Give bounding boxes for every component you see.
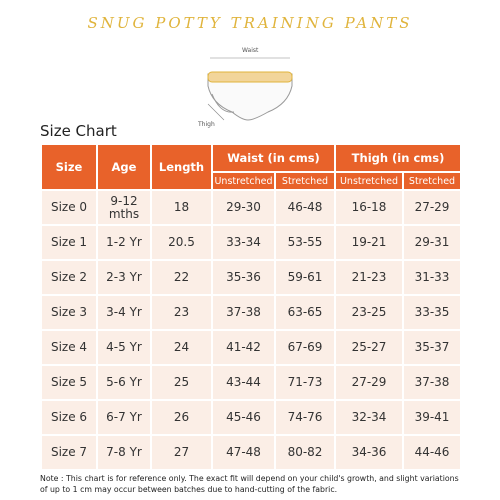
sub-header: Unstretched: [211, 171, 276, 191]
table-row: Size 0 9-12 mths 18 29-30 46-48 16-18 27-29: [40, 189, 462, 226]
column-header: Length: [150, 143, 213, 191]
cell: 37-38: [402, 364, 462, 401]
group-header: Thigh (in cms): [334, 143, 462, 173]
cell: 35-37: [402, 329, 462, 366]
group-header: Waist (in cms): [211, 143, 336, 173]
thigh-line: [207, 103, 225, 121]
table-row: Size 4 4-5 Yr 24 41-42 67-69 25-27 35-37: [40, 329, 462, 366]
sub-header: Unstretched: [334, 171, 404, 191]
size-table: Size Age Length Waist (in cms) Thigh (in cms…: [40, 143, 462, 471]
cell: 24: [150, 329, 213, 366]
thigh-curve: [211, 93, 235, 113]
table-row: Size 7 7-8 Yr 27 47-48 80-82 34-36 44-46: [40, 434, 462, 471]
cell: 41-42: [211, 329, 276, 366]
cell: Size 0: [40, 189, 98, 226]
cell: Size 2: [40, 259, 98, 296]
cell: 4-5 Yr: [96, 329, 152, 366]
cell: 59-61: [274, 259, 336, 296]
cell: 63-65: [274, 294, 336, 331]
table-row: Size 2 2-3 Yr 22 35-36 59-61 21-23 31-33: [40, 259, 462, 296]
thigh-label: Thigh: [197, 121, 215, 128]
column-header: Age: [96, 143, 152, 191]
section-title: Size Chart: [40, 122, 117, 140]
cell: 9-12 mths: [96, 189, 152, 226]
cell: 20.5: [150, 224, 213, 261]
cell: 31-33: [402, 259, 462, 296]
cell: 26: [150, 399, 213, 436]
cell: 53-55: [274, 224, 336, 261]
cell: 23: [150, 294, 213, 331]
cell: 29-30: [211, 189, 276, 226]
table-row: Size 5 5-6 Yr 25 43-44 71-73 27-29 37-38: [40, 364, 462, 401]
cell: Size 7: [40, 434, 98, 471]
cell: Size 3: [40, 294, 98, 331]
cell: 33-35: [402, 294, 462, 331]
waist-label: Waist: [242, 47, 259, 54]
table-row: Size 1 1-2 Yr 20.5 33-34 53-55 19-21 29-31: [40, 224, 462, 261]
cell: 45-46: [211, 399, 276, 436]
cell: 19-21: [334, 224, 404, 261]
cell: Size 1: [40, 224, 98, 261]
cell: 25: [150, 364, 213, 401]
cell: Size 6: [40, 399, 98, 436]
cell: 18: [150, 189, 213, 226]
column-header: Size: [40, 143, 98, 191]
cell: 80-82: [274, 434, 336, 471]
cell: 71-73: [274, 364, 336, 401]
cell: 23-25: [334, 294, 404, 331]
cell: 21-23: [334, 259, 404, 296]
note: Note : This chart is for reference only.…: [40, 474, 459, 494]
cell: Size 4: [40, 329, 98, 366]
cell: 16-18: [334, 189, 404, 226]
table-row: Size 3 3-4 Yr 23 37-38 63-65 23-25 33-35: [40, 294, 462, 331]
cell: 46-48: [274, 189, 336, 226]
cell: Size 5: [40, 364, 98, 401]
cell: 37-38: [211, 294, 276, 331]
cell: 1-2 Yr: [96, 224, 152, 261]
cell: 29-31: [402, 224, 462, 261]
sub-header: Stretched: [274, 171, 336, 191]
cell: 27-29: [402, 189, 462, 226]
cell: 22: [150, 259, 213, 296]
cell: 44-46: [402, 434, 462, 471]
cell: 35-36: [211, 259, 276, 296]
cell: 34-36: [334, 434, 404, 471]
cell: 3-4 Yr: [96, 294, 152, 331]
cell: 2-3 Yr: [96, 259, 152, 296]
cell: 39-41: [402, 399, 462, 436]
cell: 32-34: [334, 399, 404, 436]
cell: 67-69: [274, 329, 336, 366]
cell: 27: [150, 434, 213, 471]
diagram: Waist Thigh: [197, 47, 293, 128]
table-row: Size 6 6-7 Yr 26 45-46 74-76 32-34 39-41: [40, 399, 462, 436]
cell: 5-6 Yr: [96, 364, 152, 401]
cell: 33-34: [211, 224, 276, 261]
cell: 25-27: [334, 329, 404, 366]
waist-band: [207, 71, 293, 83]
cell: 27-29: [334, 364, 404, 401]
title: SNUG POTTY TRAINING PANTS: [87, 14, 413, 32]
cell: 7-8 Yr: [96, 434, 152, 471]
cell: 47-48: [211, 434, 276, 471]
cell: 74-76: [274, 399, 336, 436]
cell: 43-44: [211, 364, 276, 401]
pants-outline: [207, 73, 293, 121]
sub-header: Stretched: [402, 171, 462, 191]
cell: 6-7 Yr: [96, 399, 152, 436]
